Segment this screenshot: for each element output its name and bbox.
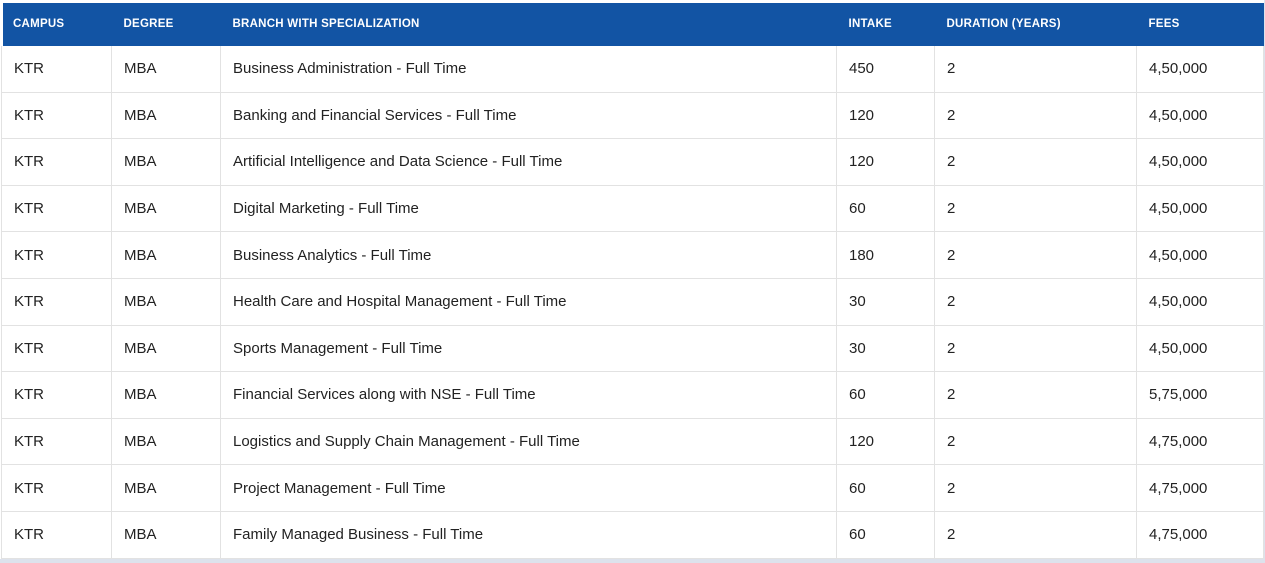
cell-duration: 2 <box>934 371 1137 419</box>
table-row: KTR MBA Artificial Intelligence and Data S… <box>1 138 1264 186</box>
cell-branch: Sports Management - Full Time <box>220 325 837 373</box>
header-row: CAMPUS DEGREE BRANCH WITH SPECIALIZATION… <box>0 0 1264 46</box>
cell-campus: KTR <box>1 418 112 466</box>
cell-duration: 2 <box>934 418 1137 466</box>
cell-branch: Financial Services along with NSE - Full… <box>220 371 837 419</box>
cell-branch: Family Managed Business - Full Time <box>220 511 837 559</box>
cell-duration: 2 <box>934 464 1137 512</box>
table-row: KTR MBA Financial Services along with NSE … <box>1 371 1264 419</box>
column-header-degree: DEGREE <box>111 0 221 46</box>
cell-intake: 450 <box>836 45 935 93</box>
cell-degree: MBA <box>111 185 221 233</box>
cell-duration: 2 <box>934 231 1137 279</box>
column-header-intake: INTAKE <box>836 0 935 46</box>
cell-campus: KTR <box>1 511 112 559</box>
table-row: KTR MBA Health Care and Hospital Managemen… <box>1 278 1264 326</box>
cell-intake: 180 <box>836 231 935 279</box>
cell-duration: 2 <box>934 92 1137 140</box>
cell-degree: MBA <box>111 371 221 419</box>
cell-duration: 2 <box>934 325 1137 373</box>
cell-branch: Artificial Intelligence and Data Science… <box>220 138 837 186</box>
cell-duration: 2 <box>934 185 1137 233</box>
cell-fees: 4,50,000 <box>1136 92 1264 140</box>
cell-fees: 4,75,000 <box>1136 464 1264 512</box>
cell-fees: 4,50,000 <box>1136 45 1264 93</box>
column-header-branch: BRANCH WITH SPECIALIZATION <box>220 0 837 46</box>
cell-fees: 4,75,000 <box>1136 511 1264 559</box>
cell-intake: 120 <box>836 418 935 466</box>
cell-degree: MBA <box>111 464 221 512</box>
cell-duration: 2 <box>934 511 1137 559</box>
column-header-campus: CAMPUS <box>0 0 112 46</box>
table-row: KTR MBA Digital Marketing - Full Time 60 2 4,… <box>1 185 1264 233</box>
cell-degree: MBA <box>111 325 221 373</box>
cell-campus: KTR <box>1 371 112 419</box>
table-row: KTR MBA Business Analytics - Full Time 180 2… <box>1 231 1264 279</box>
cell-intake: 60 <box>836 464 935 512</box>
cell-branch: Health Care and Hospital Management - Fu… <box>220 278 837 326</box>
cell-duration: 2 <box>934 45 1137 93</box>
cell-intake: 60 <box>836 511 935 559</box>
cell-branch: Logistics and Supply Chain Management - … <box>220 418 837 466</box>
cell-branch: Digital Marketing - Full Time <box>220 185 837 233</box>
cell-branch: Business Administration - Full Time <box>220 45 837 93</box>
table-row: KTR MBA Banking and Financial Services - F… <box>1 92 1264 140</box>
cell-fees: 4,50,000 <box>1136 231 1264 279</box>
table-header: CAMPUS DEGREE BRANCH WITH SPECIALIZATION… <box>0 0 1264 46</box>
cell-intake: 30 <box>836 325 935 373</box>
cell-branch: Banking and Financial Services - Full Ti… <box>220 92 837 140</box>
cell-degree: MBA <box>111 511 221 559</box>
cell-campus: KTR <box>1 92 112 140</box>
cell-degree: MBA <box>111 418 221 466</box>
cell-campus: KTR <box>1 464 112 512</box>
cell-fees: 5,75,000 <box>1136 371 1264 419</box>
cell-duration: 2 <box>934 278 1137 326</box>
cell-fees: 4,50,000 <box>1136 138 1264 186</box>
cell-branch: Project Management - Full Time <box>220 464 837 512</box>
table-row: KTR MBA Sports Management - Full Time 30 2 4,… <box>1 325 1264 373</box>
cell-intake: 60 <box>836 371 935 419</box>
cell-campus: KTR <box>1 325 112 373</box>
cell-degree: MBA <box>111 278 221 326</box>
cell-degree: MBA <box>111 45 221 93</box>
column-header-duration: DURATION (YEARS) <box>934 0 1137 46</box>
cell-fees: 4,50,000 <box>1136 325 1264 373</box>
cell-campus: KTR <box>1 278 112 326</box>
cell-intake: 60 <box>836 185 935 233</box>
column-header-fees: FEES <box>1136 0 1264 46</box>
cell-fees: 4,50,000 <box>1136 185 1264 233</box>
cell-fees: 4,50,000 <box>1136 278 1264 326</box>
table-row: KTR MBA Logistics and Supply Chain Managem… <box>1 418 1264 466</box>
table-row: KTR MBA Project Management - Full Time 60 2 4… <box>1 464 1264 512</box>
cell-campus: KTR <box>1 231 112 279</box>
cell-intake: 30 <box>836 278 935 326</box>
cell-degree: MBA <box>111 138 221 186</box>
table-row: KTR MBA Family Managed Business - Full Tim… <box>1 511 1264 559</box>
cell-degree: MBA <box>111 92 221 140</box>
cell-branch: Business Analytics - Full Time <box>220 231 837 279</box>
cell-intake: 120 <box>836 138 935 186</box>
cell-campus: KTR <box>1 138 112 186</box>
cell-fees: 4,75,000 <box>1136 418 1264 466</box>
table-body: KTR MBA Business Administration - Full Tim… <box>1 45 1264 559</box>
cell-campus: KTR <box>1 185 112 233</box>
cell-degree: MBA <box>111 231 221 279</box>
cell-duration: 2 <box>934 138 1137 186</box>
cell-intake: 120 <box>836 92 935 140</box>
cell-campus: KTR <box>1 45 112 93</box>
table-row: KTR MBA Business Administration - Full Tim… <box>1 45 1264 93</box>
